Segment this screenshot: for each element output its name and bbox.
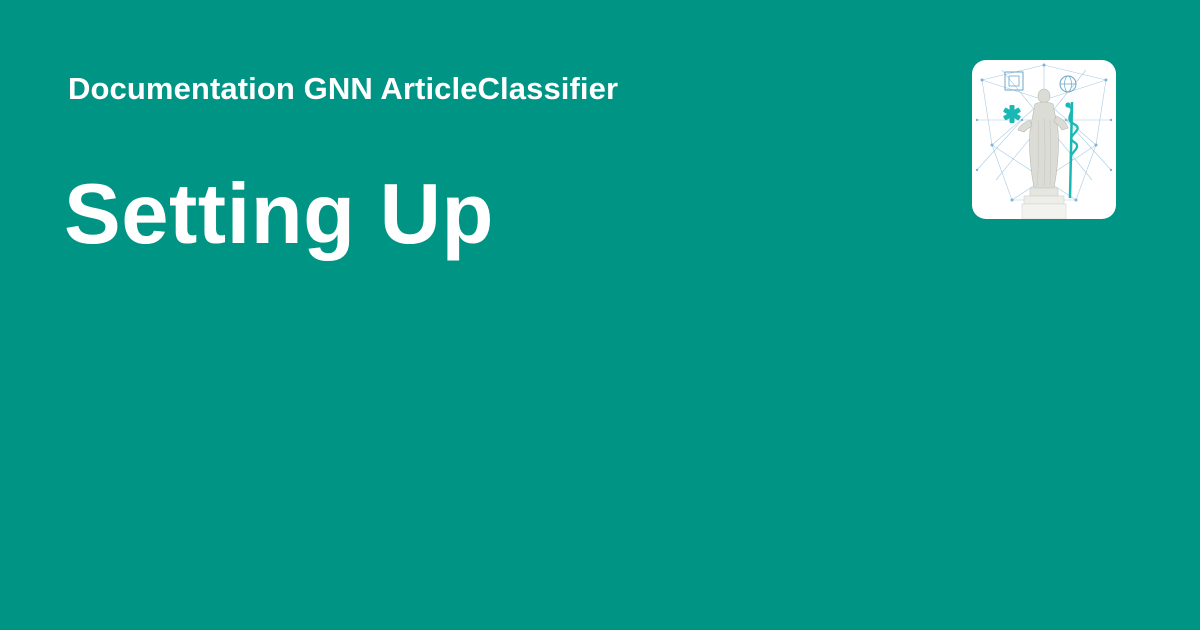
site-name: Documentation GNN ArticleClassifier — [68, 71, 619, 106]
statue-network-logo-icon — [972, 60, 1116, 219]
page-title: Setting Up — [64, 167, 494, 262]
